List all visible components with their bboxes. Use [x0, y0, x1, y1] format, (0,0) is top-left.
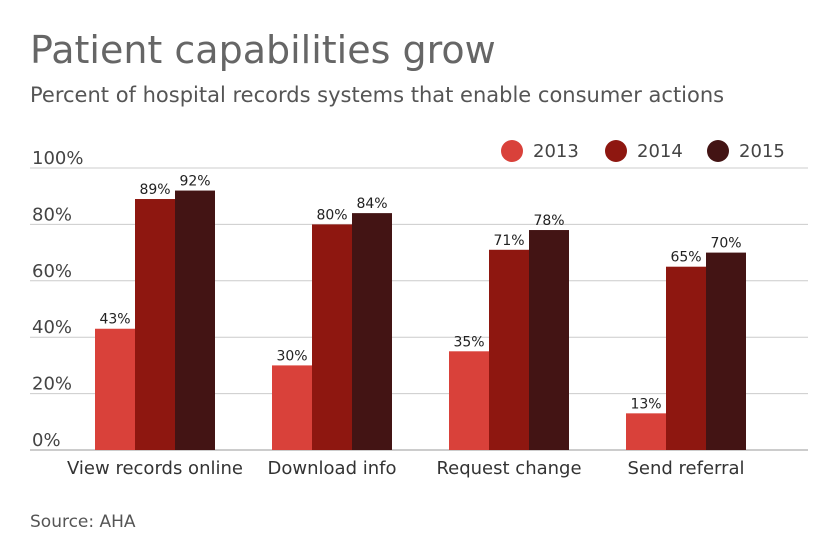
- y-tick-label: 60%: [32, 261, 72, 282]
- data-label: 84%: [356, 196, 387, 212]
- x-axis-categories: View records online Download info Request …: [67, 458, 745, 479]
- bar-2015-1: [352, 213, 392, 450]
- y-tick-label: 80%: [32, 204, 72, 225]
- legend-label-2013: 2013: [533, 141, 579, 162]
- data-label: 71%: [493, 233, 524, 249]
- y-tick-label: 20%: [32, 374, 72, 395]
- bar-2013-3: [626, 413, 666, 450]
- data-label: 89%: [139, 182, 170, 198]
- legend-swatch-2014: [605, 140, 627, 162]
- legend-label-2014: 2014: [637, 141, 683, 162]
- data-label: 43%: [99, 312, 130, 328]
- bar-2015-0: [175, 190, 215, 450]
- y-tick-label: 40%: [32, 317, 72, 338]
- y-axis-ticks: 0% 20% 40% 60% 80% 100%: [32, 148, 83, 451]
- legend-label-2015: 2015: [739, 141, 785, 162]
- x-category-label: View records online: [67, 458, 243, 479]
- data-label: 30%: [276, 348, 307, 364]
- bar-2013-0: [95, 328, 135, 450]
- y-tick-label: 0%: [32, 430, 61, 451]
- data-label: 70%: [710, 236, 741, 252]
- legend: 2013 2014 2015: [501, 140, 785, 162]
- bar-2015-3: [706, 252, 746, 450]
- bar-2014-0: [135, 199, 175, 450]
- data-label: 13%: [630, 396, 661, 412]
- data-label: 80%: [316, 207, 347, 223]
- bar-2014-1: [312, 224, 352, 450]
- x-category-label: Send referral: [627, 458, 744, 479]
- bar-2014-2: [489, 249, 529, 450]
- chart-subtitle: Percent of hospital records systems that…: [30, 83, 725, 107]
- bars: [95, 190, 746, 450]
- data-label: 92%: [179, 174, 210, 190]
- legend-swatch-2015: [707, 140, 729, 162]
- chart-title: Patient capabilities grow: [30, 28, 496, 72]
- x-category-label: Request change: [436, 458, 581, 479]
- bar-2015-2: [529, 230, 569, 450]
- data-label: 78%: [533, 213, 564, 229]
- bar-2013-2: [449, 351, 489, 450]
- data-labels: 43% 89% 92% 30% 80% 84% 35% 71% 78% 13% 65% 70%: [99, 174, 741, 413]
- x-category-label: Download info: [268, 458, 397, 479]
- legend-swatch-2013: [501, 140, 523, 162]
- bar-2013-1: [272, 365, 312, 450]
- bar-2014-3: [666, 266, 706, 450]
- data-label: 35%: [453, 334, 484, 350]
- source-note: Source: AHA: [30, 512, 136, 532]
- y-tick-label: 100%: [32, 148, 83, 169]
- data-label: 65%: [670, 250, 701, 266]
